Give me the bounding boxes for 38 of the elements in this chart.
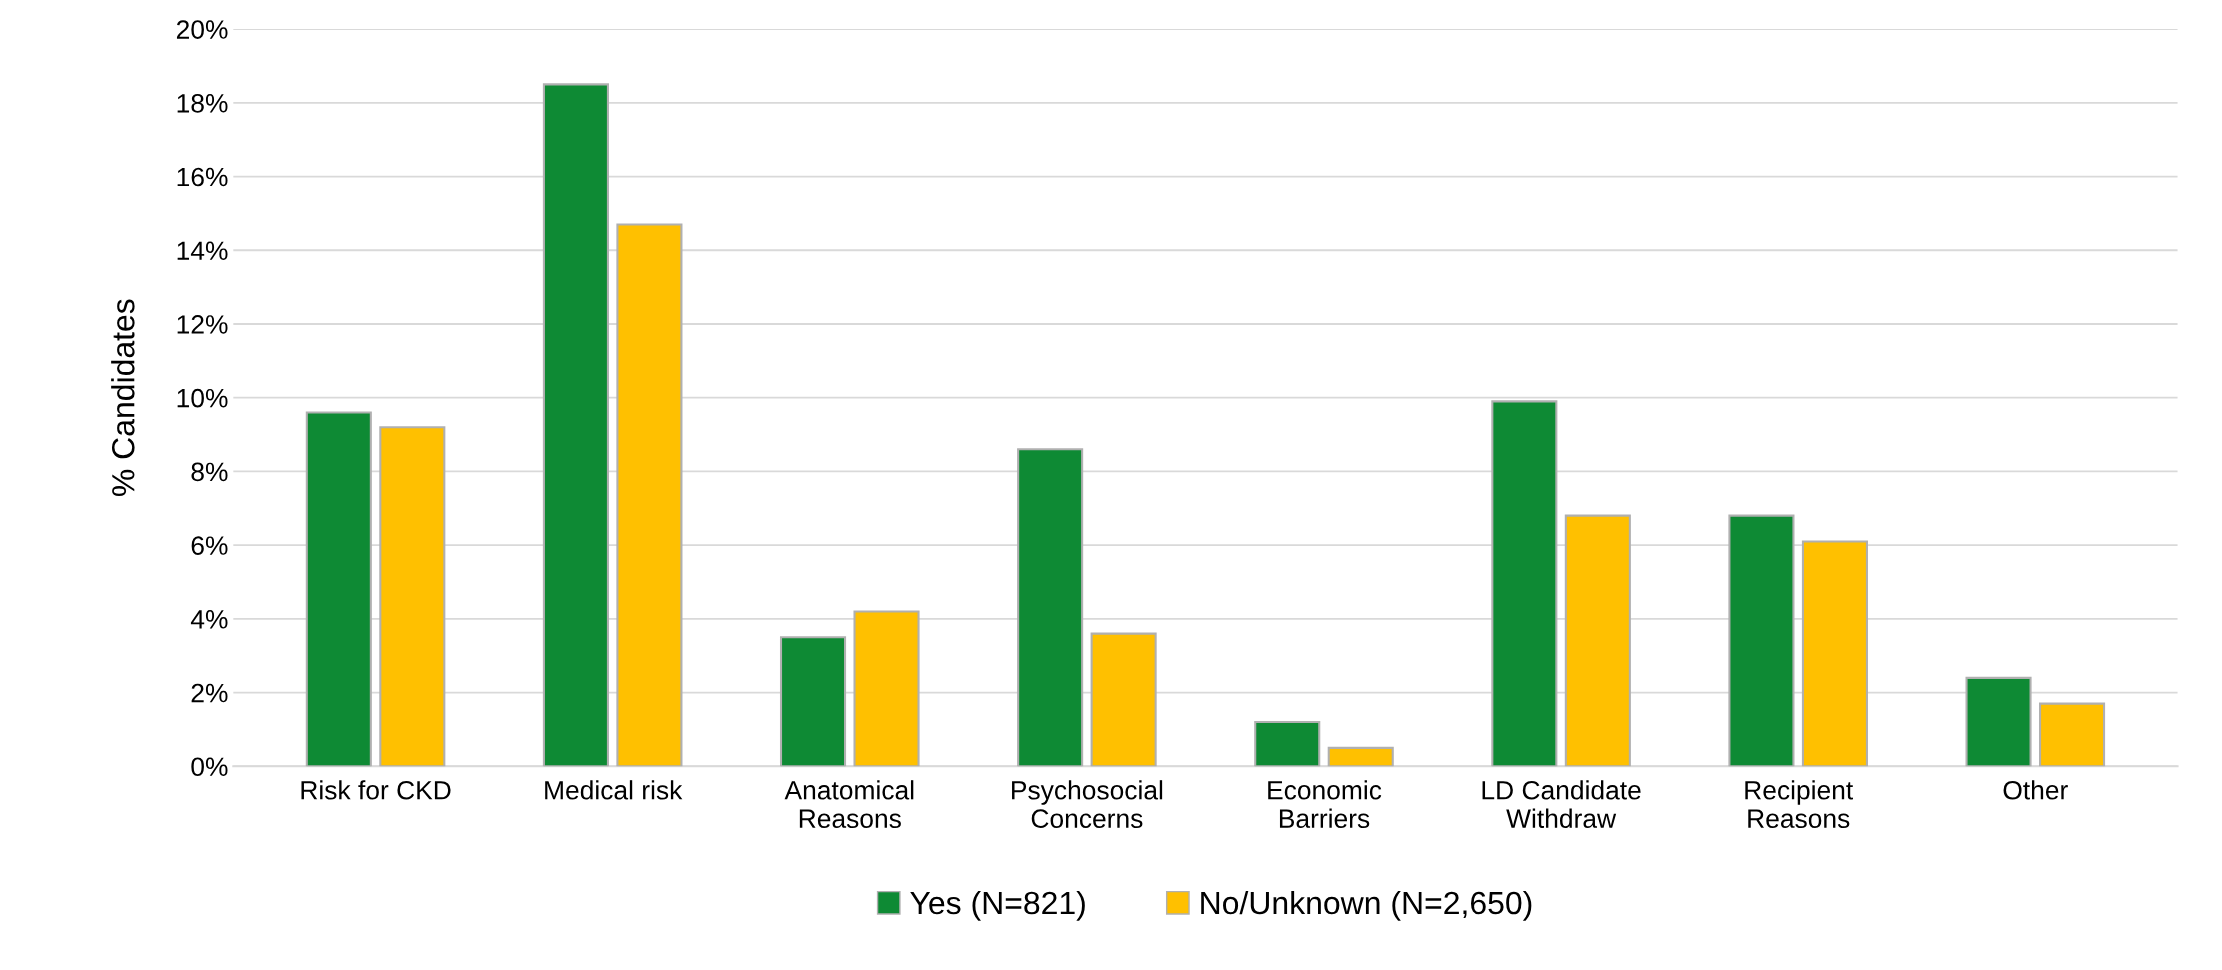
bar [542, 83, 609, 767]
y-tick-label: 4% [190, 610, 228, 629]
y-tick-label: 0% [191, 757, 228, 777]
x-tick-label: Other [2003, 780, 2068, 800]
bar [2039, 702, 2106, 767]
x-tick-label: Medical risk [545, 780, 683, 800]
y-axis-title: % Candidates [111, 299, 135, 496]
bar [1801, 540, 1868, 767]
y-tick-label: 18% [177, 93, 228, 113]
legend-label: Yes (N=821) [910, 890, 1085, 921]
y-tick-label: 16% [177, 167, 228, 187]
y-tick-label: 6% [191, 536, 228, 555]
legend-label: No/Unknown (N=2,650) [1201, 890, 1532, 921]
bar [1327, 746, 1394, 767]
bar [305, 411, 372, 767]
bar [616, 223, 683, 767]
bar [1090, 632, 1157, 767]
x-tick-label: LD Candidate Withdraw [1482, 780, 1641, 828]
x-tick-label: Recipient Reasons [1745, 780, 1854, 828]
bar [1564, 514, 1631, 767]
bar [1017, 448, 1084, 767]
bar [779, 636, 847, 767]
x-tick-label: Risk for CKD [301, 780, 451, 800]
bar [1254, 721, 1321, 767]
y-tick-label: 8% [191, 462, 228, 482]
x-tick-label: Psychosocial Concerns [1012, 780, 1163, 828]
y-tick-label: 12% [177, 315, 228, 334]
x-tick-label: Economic Barriers [1268, 780, 1382, 828]
bar [379, 426, 446, 767]
bar [853, 610, 920, 767]
y-tick-label: 14% [177, 241, 228, 260]
y-tick-label: 2% [191, 683, 228, 703]
x-tick-label: Anatomical Reasons [784, 780, 914, 828]
bar [1728, 514, 1795, 767]
bar [1965, 676, 2032, 767]
y-tick-label: 20% [176, 20, 228, 39]
bar [1491, 400, 1558, 767]
y-tick-label: 10% [177, 388, 228, 408]
